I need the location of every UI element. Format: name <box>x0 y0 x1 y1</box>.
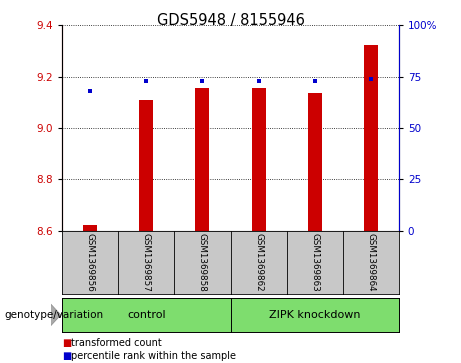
Polygon shape <box>51 304 61 326</box>
Bar <box>252 88 266 231</box>
Bar <box>307 93 322 231</box>
Text: ZIPK knockdown: ZIPK knockdown <box>269 310 361 320</box>
Text: GSM1369862: GSM1369862 <box>254 233 263 292</box>
Text: ■: ■ <box>62 351 71 361</box>
Text: GSM1369858: GSM1369858 <box>198 233 207 292</box>
Text: GSM1369856: GSM1369856 <box>86 233 95 292</box>
Bar <box>83 225 97 231</box>
Text: GDS5948 / 8155946: GDS5948 / 8155946 <box>157 13 304 28</box>
Point <box>199 78 206 84</box>
Text: genotype/variation: genotype/variation <box>5 310 104 320</box>
Bar <box>364 45 378 231</box>
Text: transformed count: transformed count <box>71 338 162 348</box>
Point <box>367 76 374 82</box>
Text: ■: ■ <box>62 338 71 348</box>
Point <box>311 78 318 84</box>
Text: GSM1369857: GSM1369857 <box>142 233 151 292</box>
Text: percentile rank within the sample: percentile rank within the sample <box>71 351 236 361</box>
Point <box>142 78 150 84</box>
Point <box>87 88 94 94</box>
Bar <box>139 100 154 231</box>
Text: GSM1369864: GSM1369864 <box>366 233 375 292</box>
Point <box>255 78 262 84</box>
Text: control: control <box>127 310 165 320</box>
Bar <box>195 88 209 231</box>
Text: GSM1369863: GSM1369863 <box>310 233 319 292</box>
